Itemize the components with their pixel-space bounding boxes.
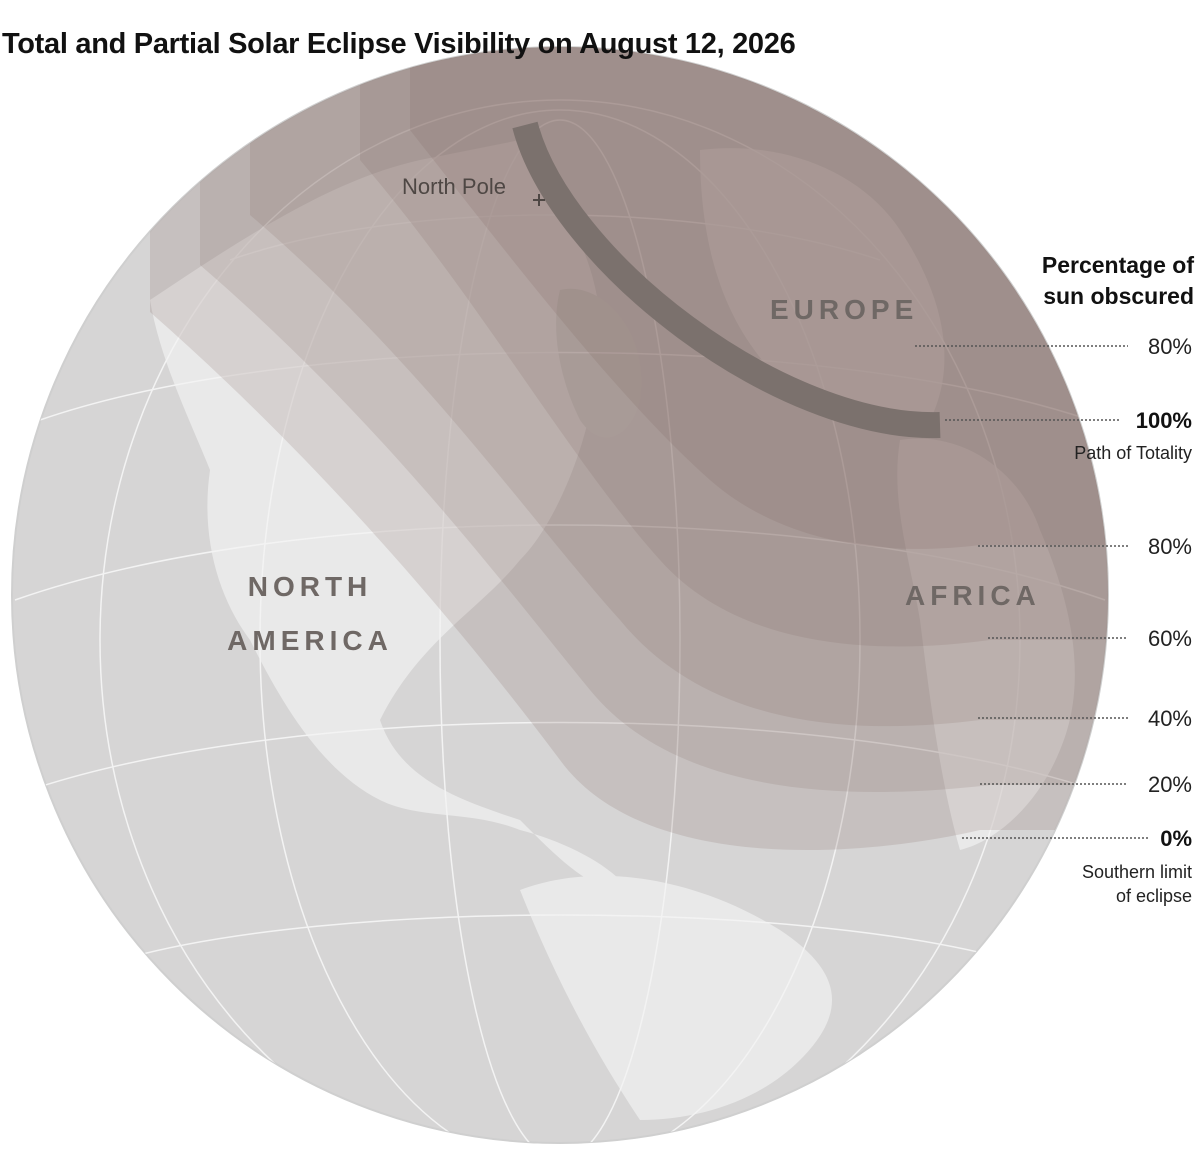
title: Total and Partial Solar Eclipse Visibili… bbox=[2, 28, 796, 60]
legend-title: Percentage of sun obscured bbox=[1041, 252, 1194, 309]
north-america-label: NORTH AMERICA bbox=[227, 571, 393, 656]
path-of-totality bbox=[512, 121, 941, 439]
graticule bbox=[14, 99, 1106, 1143]
europe-label: EUROPE bbox=[770, 294, 919, 325]
legend-note: Southern limit of eclipse bbox=[1081, 862, 1192, 906]
leader-lines bbox=[915, 345, 1148, 839]
south-america bbox=[520, 875, 833, 1120]
land bbox=[150, 140, 1075, 1120]
legend-note: Path of Totality bbox=[1074, 443, 1192, 463]
legend-label: 80% bbox=[1147, 334, 1192, 359]
greenland bbox=[556, 288, 642, 438]
legend-label: 20% bbox=[1147, 772, 1192, 797]
legend-label: 40% bbox=[1147, 706, 1192, 731]
pole-marker bbox=[533, 194, 545, 206]
legend-label: 60% bbox=[1147, 626, 1192, 651]
legend-label: 100% bbox=[1135, 408, 1192, 433]
legend-label: 0% bbox=[1160, 826, 1192, 851]
north-america bbox=[150, 140, 620, 886]
africa bbox=[897, 438, 1075, 850]
band-0 bbox=[150, 47, 1108, 850]
north-pole-label: North Pole bbox=[402, 174, 506, 199]
legend-label: 80% bbox=[1147, 534, 1192, 559]
europe bbox=[700, 148, 945, 428]
africa-label: AFRICA bbox=[905, 580, 1041, 611]
